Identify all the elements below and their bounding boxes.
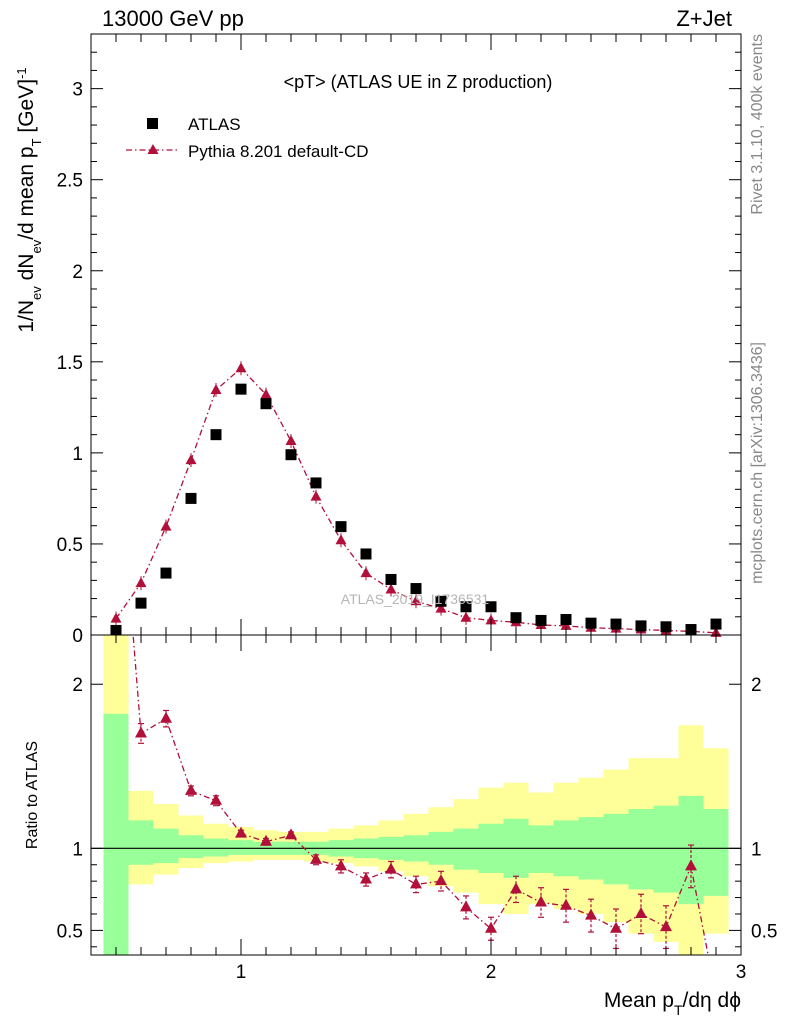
data-point bbox=[360, 548, 372, 560]
legend-mc-label: Pythia 8.201 default-CD bbox=[188, 142, 369, 161]
data-point bbox=[485, 601, 497, 613]
ratio-point bbox=[185, 783, 197, 795]
data-point bbox=[610, 618, 622, 630]
header-right: Z+Jet bbox=[676, 6, 732, 31]
ratio-point bbox=[260, 834, 272, 846]
y-tick-label: 1.5 bbox=[57, 353, 83, 374]
ratio-point bbox=[585, 908, 597, 920]
ratio-point bbox=[635, 906, 647, 918]
ratio-panel: 0.5 0.5 1 1 2 2 1 2 3 Ratio to ATLAS Mean pT/dη … bbox=[24, 634, 777, 1018]
ratio-point bbox=[485, 921, 497, 933]
ratio-y-tick-label-right: 2 bbox=[751, 675, 762, 696]
mc-point bbox=[260, 388, 272, 399]
x-tick-label: 3 bbox=[736, 962, 747, 983]
ratio-point bbox=[335, 859, 347, 871]
ratio-point bbox=[385, 862, 397, 874]
ratio-point bbox=[685, 859, 697, 871]
ratio-point bbox=[310, 852, 322, 864]
y-tick-label: 0.5 bbox=[57, 535, 83, 556]
data-point bbox=[710, 618, 722, 630]
ratio-point bbox=[510, 882, 522, 894]
data-point bbox=[560, 614, 572, 626]
legend-mc-marker bbox=[147, 144, 159, 154]
ratio-y-tick-label-right: 0.5 bbox=[751, 921, 777, 942]
mc-point bbox=[460, 611, 472, 622]
data-point bbox=[635, 620, 647, 632]
ratio-y-tick-label: 1 bbox=[72, 839, 83, 860]
watermark: ATLAS_2019_I1736531 bbox=[341, 591, 490, 607]
mc-point bbox=[185, 454, 197, 465]
ratio-y-tick-label-right: 1 bbox=[751, 839, 762, 860]
y-tick-label: 2.5 bbox=[57, 171, 83, 192]
ratio-point bbox=[285, 828, 297, 840]
main-panel: 0 0.5 1 1.5 2 2.5 3 <pT> (ATLAS UE in Z produc… bbox=[14, 33, 742, 647]
mc-point bbox=[410, 595, 422, 606]
data-point bbox=[235, 383, 247, 395]
mc-point bbox=[235, 362, 247, 373]
ratio-y-tick-label: 2 bbox=[72, 675, 83, 696]
legend-data-marker bbox=[147, 118, 158, 129]
ylabel-main: 1/Nev dNev/d mean pT [GeV]-1 bbox=[14, 67, 44, 332]
mc-point bbox=[360, 567, 372, 578]
data-point bbox=[435, 595, 447, 607]
uncertainty-band-outer bbox=[103, 635, 729, 955]
y-tick-label: 0 bbox=[72, 626, 83, 647]
data-point bbox=[260, 398, 272, 410]
ratio-point bbox=[560, 898, 572, 910]
ratio-point bbox=[535, 895, 547, 907]
data-point bbox=[335, 521, 347, 533]
data-point bbox=[210, 429, 222, 441]
side-label-top: Rivet 3.1.10, 400k events bbox=[749, 34, 766, 215]
mc-point bbox=[160, 520, 172, 531]
legend: ATLAS Pythia 8.201 default-CD bbox=[126, 115, 369, 161]
ratio-y-tick-label: 0.5 bbox=[57, 921, 83, 942]
mc-point bbox=[335, 534, 347, 545]
xlabel: Mean pT/dη dϕ bbox=[604, 989, 741, 1018]
ratio-point bbox=[410, 877, 422, 889]
data-point bbox=[660, 621, 672, 633]
ratio-point bbox=[460, 900, 472, 912]
mc-point bbox=[210, 384, 222, 395]
mc-point bbox=[435, 602, 447, 613]
ratio-point bbox=[135, 726, 147, 738]
ylabel-ratio: Ratio to ATLAS bbox=[24, 741, 41, 849]
x-tick-label: 2 bbox=[486, 962, 497, 983]
y-tick-label: 1 bbox=[72, 444, 83, 465]
ratio-point bbox=[435, 874, 447, 886]
mc-point bbox=[110, 612, 122, 623]
ratio-point bbox=[360, 872, 372, 884]
data-point bbox=[385, 573, 397, 585]
data-point bbox=[585, 617, 597, 629]
uncertainty-band-inner bbox=[103, 713, 729, 955]
data-point bbox=[510, 612, 522, 624]
mc-point bbox=[135, 577, 147, 588]
ratio-point bbox=[660, 920, 672, 932]
data-point bbox=[310, 477, 322, 489]
ratio-point bbox=[235, 826, 247, 838]
data-point bbox=[135, 597, 147, 609]
ratio-point bbox=[210, 793, 222, 805]
y-tick-label: 2 bbox=[72, 262, 83, 283]
mc-point bbox=[385, 583, 397, 594]
plot-title: <pT> (ATLAS UE in Z production) bbox=[284, 72, 553, 92]
ratio-point bbox=[610, 921, 622, 933]
data-point bbox=[460, 601, 472, 613]
header-left: 13000 GeV pp bbox=[102, 6, 244, 31]
y-tick-label: 3 bbox=[72, 80, 83, 101]
data-point bbox=[285, 449, 297, 461]
data-point bbox=[160, 567, 172, 579]
data-point bbox=[410, 583, 422, 595]
mc-point bbox=[310, 490, 322, 501]
data-point bbox=[535, 614, 547, 626]
ratio-point bbox=[160, 711, 172, 723]
data-point bbox=[185, 492, 197, 504]
x-tick-label: 1 bbox=[236, 962, 247, 983]
side-label-bottom: mcplots.cern.ch [arXiv:1306.3436] bbox=[749, 342, 766, 584]
mc-point bbox=[285, 435, 297, 446]
legend-data-label: ATLAS bbox=[188, 115, 241, 134]
